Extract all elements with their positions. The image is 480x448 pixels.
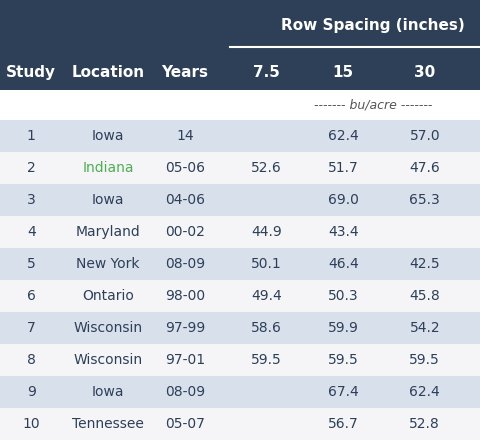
Text: 58.6: 58.6 (251, 321, 282, 335)
Text: 7.5: 7.5 (253, 65, 280, 79)
FancyBboxPatch shape (0, 344, 480, 376)
FancyBboxPatch shape (0, 312, 480, 344)
Text: 59.9: 59.9 (328, 321, 359, 335)
Text: 30: 30 (414, 65, 435, 79)
FancyBboxPatch shape (0, 0, 480, 90)
FancyBboxPatch shape (0, 376, 480, 408)
Text: Location: Location (72, 65, 144, 79)
FancyBboxPatch shape (0, 216, 480, 248)
Text: 6: 6 (27, 289, 36, 303)
Text: 15: 15 (333, 65, 354, 79)
Text: 51.7: 51.7 (328, 161, 359, 175)
Text: ------- bu/acre -------: ------- bu/acre ------- (314, 99, 432, 112)
Text: 57.0: 57.0 (409, 129, 440, 143)
Text: Iowa: Iowa (92, 193, 124, 207)
FancyBboxPatch shape (0, 184, 480, 216)
FancyBboxPatch shape (0, 152, 480, 184)
Text: Indiana: Indiana (82, 161, 134, 175)
Text: 45.8: 45.8 (409, 289, 440, 303)
Text: 7: 7 (27, 321, 36, 335)
Text: 1: 1 (27, 129, 36, 143)
Text: 05-07: 05-07 (165, 417, 205, 431)
Text: Study: Study (6, 65, 56, 79)
Text: 4: 4 (27, 225, 36, 239)
Text: Wisconsin: Wisconsin (73, 321, 143, 335)
Text: 47.6: 47.6 (409, 161, 440, 175)
Text: 59.5: 59.5 (409, 353, 440, 367)
Text: 59.5: 59.5 (251, 353, 282, 367)
Text: 56.7: 56.7 (328, 417, 359, 431)
Text: 49.4: 49.4 (251, 289, 282, 303)
FancyBboxPatch shape (0, 248, 480, 280)
FancyBboxPatch shape (0, 90, 480, 120)
Text: 14: 14 (176, 129, 193, 143)
Text: 9: 9 (27, 385, 36, 399)
Text: 65.3: 65.3 (409, 193, 440, 207)
Text: Ontario: Ontario (82, 289, 134, 303)
Text: 62.4: 62.4 (328, 129, 359, 143)
Text: 52.6: 52.6 (251, 161, 282, 175)
FancyBboxPatch shape (0, 120, 480, 152)
Text: 59.5: 59.5 (328, 353, 359, 367)
Text: Tennessee: Tennessee (72, 417, 144, 431)
Text: 3: 3 (27, 193, 36, 207)
Text: 69.0: 69.0 (328, 193, 359, 207)
Text: 52.8: 52.8 (409, 417, 440, 431)
Text: Wisconsin: Wisconsin (73, 353, 143, 367)
Text: 10: 10 (23, 417, 40, 431)
Text: 97-01: 97-01 (165, 353, 205, 367)
Text: 98-00: 98-00 (165, 289, 205, 303)
Text: 42.5: 42.5 (409, 257, 440, 271)
Text: 46.4: 46.4 (328, 257, 359, 271)
Text: Iowa: Iowa (92, 129, 124, 143)
Text: 00-02: 00-02 (165, 225, 205, 239)
FancyBboxPatch shape (0, 408, 480, 440)
Text: 43.4: 43.4 (328, 225, 359, 239)
Text: 5: 5 (27, 257, 36, 271)
Text: Years: Years (161, 65, 208, 79)
Text: 50.3: 50.3 (328, 289, 359, 303)
Text: 62.4: 62.4 (409, 385, 440, 399)
Text: 05-06: 05-06 (165, 161, 205, 175)
Text: 67.4: 67.4 (328, 385, 359, 399)
Text: 04-06: 04-06 (165, 193, 205, 207)
Text: New York: New York (76, 257, 140, 271)
Text: 97-99: 97-99 (165, 321, 205, 335)
Text: 54.2: 54.2 (409, 321, 440, 335)
Text: 08-09: 08-09 (165, 257, 205, 271)
Text: Iowa: Iowa (92, 385, 124, 399)
Text: 08-09: 08-09 (165, 385, 205, 399)
Text: Row Spacing (inches): Row Spacing (inches) (281, 18, 465, 33)
FancyBboxPatch shape (0, 280, 480, 312)
Text: 8: 8 (27, 353, 36, 367)
FancyBboxPatch shape (0, 440, 480, 448)
Text: 50.1: 50.1 (251, 257, 282, 271)
Text: Maryland: Maryland (76, 225, 140, 239)
Text: 2: 2 (27, 161, 36, 175)
Text: 44.9: 44.9 (251, 225, 282, 239)
